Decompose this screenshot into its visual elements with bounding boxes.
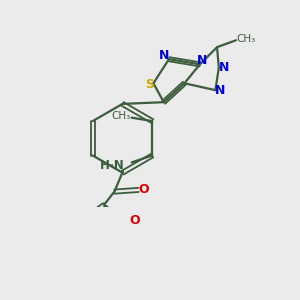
Text: S: S (145, 79, 154, 92)
Text: H-N: H-N (100, 159, 125, 172)
Text: CH₃: CH₃ (112, 111, 131, 121)
Text: O: O (138, 183, 149, 196)
Text: N: N (215, 84, 226, 97)
Text: N: N (159, 49, 169, 62)
Text: N: N (196, 54, 207, 67)
Text: N: N (219, 61, 229, 74)
Text: CH₃: CH₃ (236, 34, 255, 44)
Text: O: O (129, 214, 140, 226)
